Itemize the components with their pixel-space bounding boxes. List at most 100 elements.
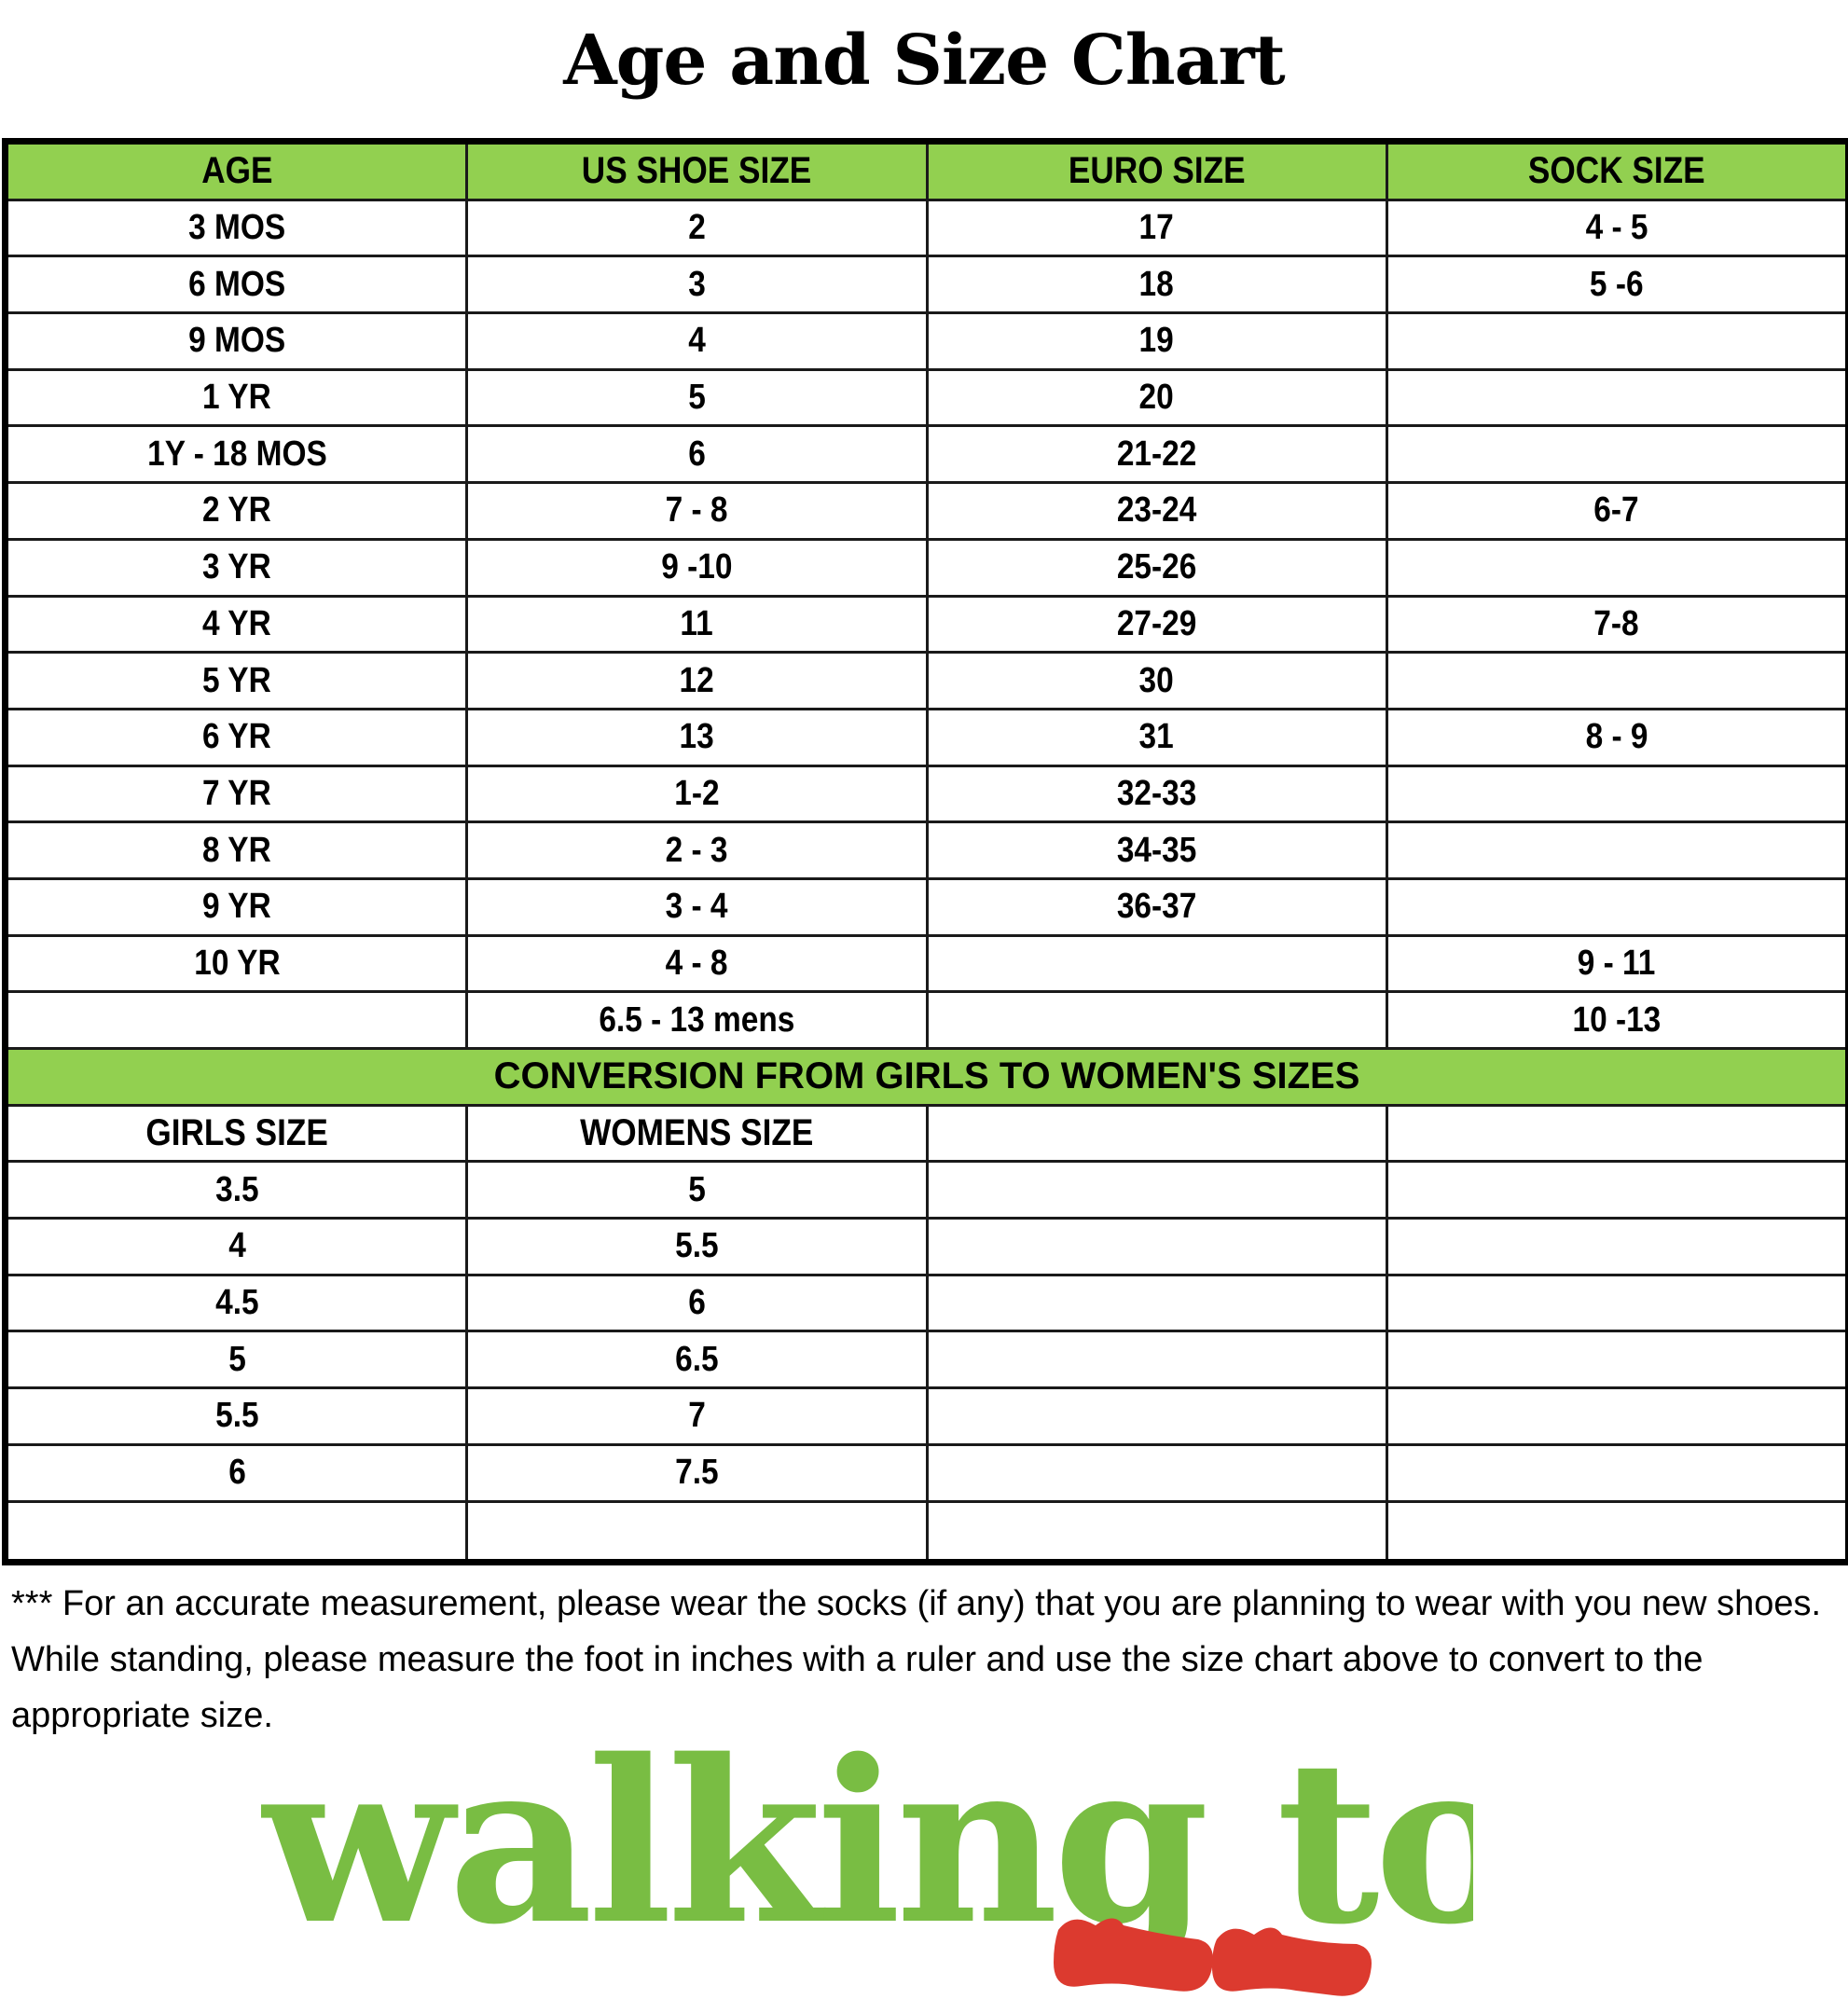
table-cell (1388, 823, 1845, 877)
cell-text: 27-29 (1116, 603, 1197, 643)
cell-text: 4.5 (214, 1283, 259, 1323)
conversion-header: CONVERSION FROM GIRLS TO WOMEN'S SIZES (8, 1050, 1845, 1107)
table-cell (929, 1106, 1388, 1161)
cell-text: 3 (688, 264, 706, 304)
table-row: 4 YR 11 27-29 7-8 (8, 597, 1845, 655)
table-cell: 36-37 (929, 879, 1388, 934)
table-cell: 6 (468, 427, 929, 482)
table-cell (1388, 1220, 1845, 1274)
table-cell: 9 - 11 (1388, 937, 1845, 991)
cell-text: 5 (228, 1339, 246, 1379)
table-cell: 9 YR (8, 879, 469, 934)
table-cell: US SHOE SIZE (468, 145, 929, 199)
table-cell: EURO SIZE (929, 145, 1388, 199)
table-cell: 9 -10 (468, 540, 929, 595)
table-cell: SOCK SIZE (1388, 145, 1845, 199)
cell-text: 1Y - 18 MOS (146, 434, 327, 474)
table-cell: 27-29 (929, 597, 1388, 652)
table-cell: 7 (468, 1389, 929, 1443)
cell-text: 6 MOS (188, 264, 286, 304)
table-cell: 23-24 (929, 484, 1388, 538)
table-cell: 5 -6 (1388, 257, 1845, 311)
size-chart-table: AGE US SHOE SIZE EURO SIZE SOCK SIZE 3 MOS 2 1… (2, 138, 1848, 1566)
cell-text: 13 (679, 717, 714, 757)
conversion-row: 3.5 5 (8, 1163, 1845, 1220)
page-title: Age and Size Chart (563, 21, 1286, 101)
table-cell: 1-2 (468, 766, 929, 821)
table-cell: 4 - 8 (468, 936, 929, 991)
cell-text: 6 (688, 1283, 706, 1323)
table-cell: 5 (468, 1163, 929, 1218)
table-cell: 7-8 (1388, 598, 1845, 652)
cell-text: 30 (1139, 660, 1175, 700)
table-cell: 25-26 (929, 540, 1388, 595)
table-cell: 10 YR (8, 936, 469, 991)
cell-text: 7-8 (1593, 603, 1640, 643)
table-cell (1388, 541, 1845, 595)
table-cell (468, 1502, 929, 1560)
table-cell (8, 993, 469, 1047)
table-cell: 6-7 (1388, 484, 1845, 538)
cell-text: 5 (688, 1169, 706, 1209)
cell-text: 36-37 (1116, 887, 1197, 927)
cell-text: 4 YR (202, 603, 271, 643)
table-cell (1388, 1107, 1845, 1161)
cell-text: 5 -6 (1590, 264, 1644, 304)
table-cell (1388, 314, 1845, 368)
table-cell (929, 1502, 1388, 1560)
table-cell: 21-22 (929, 427, 1388, 482)
table-cell: 4 (468, 314, 929, 368)
cell-text: 10 -13 (1572, 1000, 1662, 1040)
cell-text: 5.5 (675, 1226, 719, 1266)
cell-text: 6.5 (675, 1339, 719, 1379)
cell-text: 3 - 4 (665, 887, 728, 927)
table-row: 9 MOS 4 19 (8, 314, 1845, 371)
cell-text: 12 (679, 660, 714, 700)
cell-text: 5 (688, 378, 706, 418)
table-row: 2 YR 7 - 8 23-24 6-7 (8, 484, 1845, 541)
cell-text: 2 - 3 (665, 830, 728, 870)
left-shoe-icon (1054, 1918, 1213, 1992)
cell-text: 7 (688, 1396, 706, 1436)
cell-text: US SHOE SIZE (582, 150, 812, 192)
table-cell (929, 936, 1388, 991)
cell-text: 19 (1139, 321, 1175, 361)
cell-text: 1-2 (674, 773, 720, 813)
table-row: 6 YR 13 31 8 - 9 (8, 710, 1845, 767)
table-cell (929, 1163, 1388, 1218)
cell-text: 8 YR (202, 830, 271, 870)
table-cell (1388, 654, 1845, 708)
cell-text: GIRLS SIZE (145, 1112, 328, 1154)
cell-text: EURO SIZE (1068, 150, 1246, 192)
cell-text: 4 (228, 1226, 246, 1266)
table-cell: GIRLS SIZE (8, 1106, 469, 1161)
table-row: 7 YR 1-2 32-33 (8, 766, 1845, 824)
cell-text: 9 MOS (188, 321, 286, 361)
cell-text: 34-35 (1116, 830, 1197, 870)
table-cell: 10 -13 (1388, 993, 1845, 1047)
table-cell: 32-33 (929, 766, 1388, 821)
cell-text: 7.5 (675, 1453, 719, 1493)
table-cell: 5 YR (8, 654, 469, 708)
table-cell: 3 (468, 257, 929, 312)
table-cell (1388, 880, 1845, 934)
cell-text: 32-33 (1116, 773, 1197, 813)
cell-text: 6.5 - 13 mens (599, 1000, 795, 1040)
table-row: 6.5 - 13 mens 10 -13 (8, 993, 1845, 1050)
table-header-row: AGE US SHOE SIZE EURO SIZE SOCK SIZE (8, 145, 1845, 201)
cell-text: 6 (228, 1453, 246, 1493)
cell-text: 3 YR (202, 547, 271, 587)
table-cell (1388, 1389, 1845, 1443)
cell-text: 9 -10 (661, 547, 733, 587)
cell-text: SOCK SIZE (1528, 150, 1705, 192)
table-cell (1388, 371, 1845, 425)
table-cell: 18 (929, 257, 1388, 312)
cell-text: 8 - 9 (1585, 717, 1648, 757)
table-cell: 4 - 5 (1388, 201, 1845, 255)
conversion-row (8, 1502, 1845, 1560)
cell-text: 21-22 (1116, 434, 1197, 474)
table-cell (1388, 767, 1845, 821)
table-cell: 6.5 (468, 1332, 929, 1387)
cell-text: 5.5 (214, 1396, 259, 1436)
cell-text: 10 YR (193, 943, 281, 983)
